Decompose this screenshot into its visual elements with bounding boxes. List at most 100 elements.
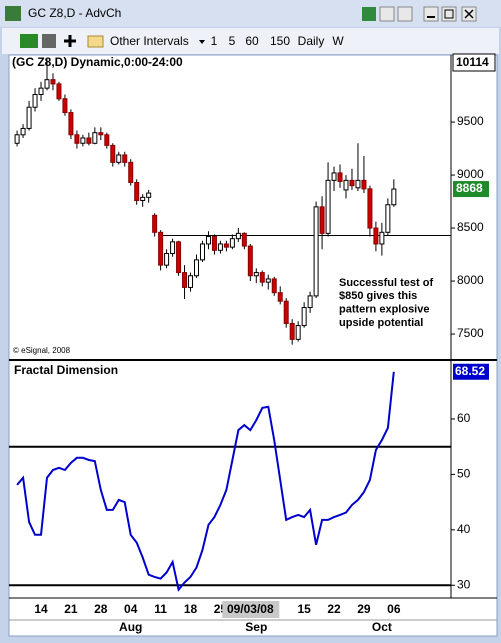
indicator-title: Fractal Dimension [14,363,118,377]
candle-body [349,179,355,187]
x-tick-label: 28 [94,602,108,616]
candle-body [92,132,98,144]
candle-body [20,127,26,136]
candle-body [140,196,146,202]
candle-body [319,206,325,234]
tool-icon[interactable] [20,34,38,48]
intervals-menu[interactable]: Other Intervals [110,34,189,48]
candle-body [361,179,367,190]
candle-body [80,137,86,144]
btn-link[interactable] [362,7,376,21]
btn-tile[interactable] [379,6,395,22]
candle-body [158,231,164,266]
x-tick-label: 11 [154,602,167,616]
window-buttons[interactable] [362,6,477,22]
candle-body [235,232,241,240]
candle-body [355,179,361,189]
interval-button[interactable]: 1 [211,34,218,48]
candle-body [259,272,265,283]
x-tick-label: 15 [297,602,311,616]
last-price-box [453,181,489,198]
candle-body [14,134,20,144]
scale-top-label: 10114 [456,55,489,69]
candle-body [164,252,170,266]
interval-button[interactable]: Daily [298,34,325,48]
candle-body [343,179,349,191]
x-tick-label: 14 [34,602,48,616]
cursor-date-box [222,601,280,618]
candle-body [188,275,194,288]
candle-body [223,243,229,248]
app-icon [5,6,21,21]
candle-body [301,307,307,327]
btn-max[interactable] [441,6,457,22]
candle-body [182,272,188,288]
candle-body [98,132,104,136]
candle-body [152,214,158,233]
candle-body [391,188,397,206]
chart-area [8,54,498,637]
scale-top-box [452,53,496,72]
candle-body [44,79,50,89]
candle-body [38,87,44,96]
y-tick-label: 7500 [457,326,484,340]
x-tick-label: 29 [357,602,371,616]
tool-icon[interactable] [42,34,56,48]
candle-body [241,232,247,247]
candle-body [134,181,140,202]
btn-min[interactable] [423,6,439,22]
interval-button[interactable]: 150 [270,34,290,48]
y-tick-label: 50 [457,467,471,481]
tool-add[interactable] [64,35,76,47]
annotation: $850 gives this [339,290,417,302]
candle-body [68,112,74,136]
candle-body [205,236,211,245]
folder-icon[interactable] [87,35,104,48]
candle-body [199,243,205,261]
candle-body [217,243,223,251]
candle-body [128,161,134,183]
candle-body [146,192,152,198]
dropdown-arrow[interactable] [199,40,205,44]
candle-body [229,238,235,248]
title-bar [0,0,501,27]
candle-body [373,227,379,245]
candle-body [104,134,110,146]
candle-body [271,278,277,294]
month-label: Aug [119,620,142,634]
x-tick-label: 06 [387,602,401,616]
annotation: upside potential [339,317,423,329]
window-title: GC Z8,D - AdvCh [28,6,121,20]
x-tick-label: 04 [124,602,138,616]
y-tick-label: 8000 [457,273,484,287]
candle-body [253,272,259,277]
candle-body [62,98,68,114]
candle-body [26,106,32,129]
candle-body [32,94,38,108]
candle-body [110,144,116,163]
interval-button[interactable]: 60 [245,34,259,48]
x-tick-label: 18 [184,602,198,616]
candle-body [277,292,283,302]
annotation: pattern explosive [339,304,429,316]
candle-body [86,137,92,144]
candle-body [122,154,128,163]
last-price-label: 8868 [456,181,483,195]
candle-body [283,300,289,324]
candle-body [331,172,337,181]
y-tick-label: 9000 [457,167,484,181]
interval-button[interactable]: 5 [229,34,236,48]
btn-close-x[interactable] [397,6,413,22]
candle-body [385,204,391,233]
y-tick-label: 8500 [457,220,484,234]
x-tick-label: 21 [64,602,78,616]
candle-body [176,241,182,274]
y-tick-label: 60 [457,411,471,425]
x-tick-label: 22 [327,602,341,616]
last-value-label: 68.52 [455,364,485,378]
month-label: Oct [372,620,392,634]
candle-body [307,295,313,309]
interval-button[interactable]: W [332,34,344,48]
candle-body [379,231,385,245]
